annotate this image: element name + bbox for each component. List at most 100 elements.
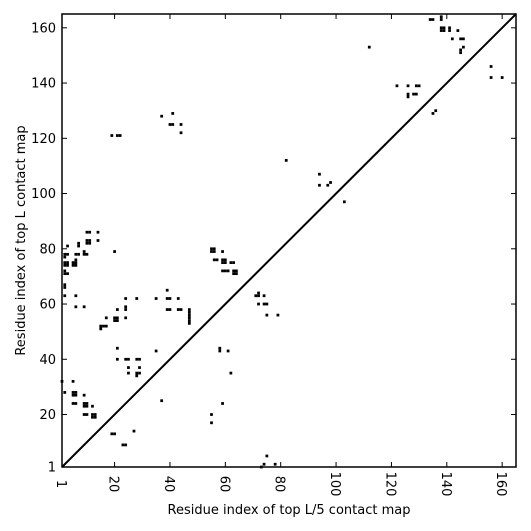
contact-point xyxy=(218,346,222,350)
contact-point xyxy=(232,269,236,273)
y-tick-label: 1 xyxy=(48,461,56,476)
contact-point xyxy=(412,92,415,96)
contact-point xyxy=(63,263,67,267)
contact-point xyxy=(176,297,180,300)
contact-point xyxy=(165,297,169,300)
contact-point xyxy=(99,327,103,331)
contact-point xyxy=(71,261,75,264)
contact-point xyxy=(63,255,67,259)
x-axis-ticks: 1 20 40 60 80 100 120 140 160 xyxy=(53,14,508,496)
contact-point xyxy=(104,316,108,320)
contact-point xyxy=(74,261,78,264)
contact-point xyxy=(160,114,164,118)
contact-point xyxy=(138,366,141,369)
contact-point xyxy=(113,319,116,322)
contact-point xyxy=(171,112,175,115)
contact-point xyxy=(179,308,183,311)
contact-point xyxy=(82,402,86,405)
contact-point xyxy=(135,371,139,375)
contact-point xyxy=(121,443,125,447)
contact-point xyxy=(226,349,230,353)
contact-point xyxy=(102,324,105,328)
contact-point xyxy=(124,443,128,447)
contact-point xyxy=(326,183,330,187)
contact-point xyxy=(110,432,114,436)
contact-point xyxy=(113,432,116,436)
contact-point xyxy=(226,269,230,273)
contact-point xyxy=(459,51,463,55)
contact-point xyxy=(442,29,446,32)
contact-point xyxy=(273,462,277,466)
contact-point xyxy=(212,258,216,262)
contact-point xyxy=(138,371,141,375)
contact-point xyxy=(406,95,410,99)
y-tick-label: 20 xyxy=(39,408,56,423)
contact-point xyxy=(88,239,92,242)
contact-point xyxy=(82,413,86,416)
contact-point xyxy=(232,272,236,276)
contact-point xyxy=(221,261,224,264)
contact-point xyxy=(171,123,175,126)
contact-point xyxy=(210,421,213,425)
contact-point xyxy=(71,402,75,405)
data-marks xyxy=(60,15,504,469)
contact-point xyxy=(223,258,227,262)
contact-point xyxy=(318,183,321,187)
contact-point xyxy=(66,272,69,276)
contact-point xyxy=(104,324,108,328)
contact-point xyxy=(74,263,78,267)
contact-point xyxy=(215,258,219,262)
contact-point xyxy=(395,84,399,88)
contact-point xyxy=(115,134,119,137)
contact-point xyxy=(77,252,80,256)
contact-point xyxy=(276,313,280,317)
x-tick-label: 40 xyxy=(161,476,176,493)
contact-point xyxy=(115,316,119,320)
contact-point xyxy=(431,18,435,21)
contact-point xyxy=(262,462,266,466)
contact-point xyxy=(127,366,130,369)
contact-point xyxy=(229,371,233,375)
contact-point xyxy=(115,308,119,311)
contact-point xyxy=(71,391,75,394)
contact-point xyxy=(124,316,128,320)
contact-point xyxy=(223,269,227,273)
contact-point xyxy=(66,252,69,256)
contact-point xyxy=(82,393,86,397)
x-tick-label: 140 xyxy=(438,472,453,497)
x-tick-label: 80 xyxy=(272,476,287,493)
contact-point xyxy=(66,261,69,264)
contact-point xyxy=(115,346,119,350)
contact-point xyxy=(127,371,130,375)
y-tick-label: 140 xyxy=(31,77,56,92)
contact-point xyxy=(187,308,191,311)
contact-point xyxy=(82,250,86,253)
contact-point xyxy=(154,297,158,300)
contact-point xyxy=(124,305,128,309)
contact-point xyxy=(165,288,169,292)
contact-point xyxy=(318,172,321,176)
x-tick-label: 1 xyxy=(53,480,68,488)
x-tick-label: 20 xyxy=(106,476,121,493)
contact-point xyxy=(63,252,67,256)
contact-point xyxy=(99,324,103,328)
plot-frame xyxy=(61,13,517,468)
y-tick-label: 160 xyxy=(31,21,56,36)
y-tick-label: 100 xyxy=(31,187,56,202)
contact-point xyxy=(74,252,78,256)
diagonal-line xyxy=(61,13,517,468)
contact-point xyxy=(113,250,116,253)
contact-point xyxy=(406,92,410,96)
contact-point xyxy=(459,48,463,52)
contact-point xyxy=(187,313,191,317)
contact-point xyxy=(85,241,89,245)
contact-point xyxy=(71,379,75,383)
contact-point xyxy=(93,413,97,416)
contact-point xyxy=(459,37,463,41)
contact-point xyxy=(257,294,260,298)
contact-point xyxy=(257,291,260,295)
contact-point xyxy=(210,250,213,253)
contact-point xyxy=(456,29,460,32)
contact-point xyxy=(115,357,119,361)
